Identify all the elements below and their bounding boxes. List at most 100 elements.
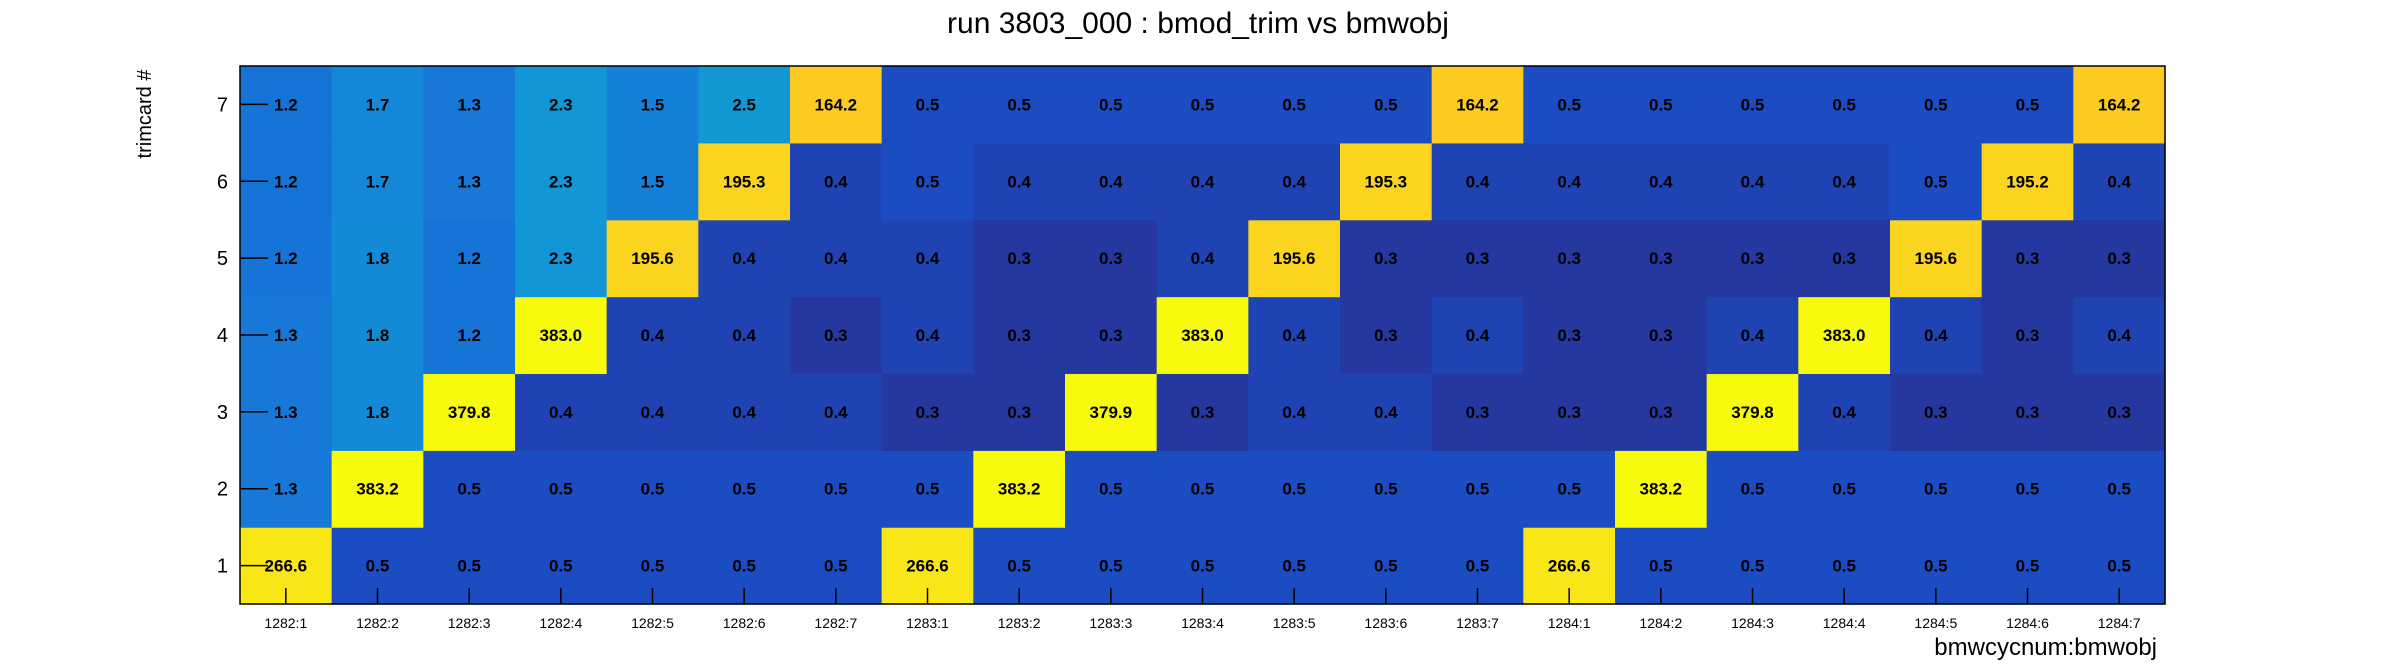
heatmap-cell-labels: 266.6 0.5 0.5 0.5 0.5 0.5 0.5 266.6 0.5 0.5 0.5 0.5…	[265, 95, 2141, 575]
cell-value-label: 0.4	[1282, 326, 1306, 345]
cell-value-label: 1.2	[274, 172, 298, 191]
cell-value-label: 0.5	[2016, 480, 2040, 499]
heatmap-cell	[1523, 142, 1616, 221]
cell-value-label: 1.2	[274, 249, 298, 268]
cell-value-label: 0.4	[824, 403, 848, 422]
heatmap-cell	[1615, 450, 1708, 528]
cell-value-label: 0.3	[2107, 403, 2131, 422]
heatmap-cell	[606, 296, 699, 375]
x-tick-label: 1284:5	[1914, 615, 1957, 631]
x-axis-ticks: 1282:1 1282:2 1282:3 1282:4 1282:5 1282:6 1282…	[264, 588, 2141, 631]
heatmap-cell	[1890, 450, 1983, 528]
heatmap-cell	[2073, 296, 2166, 375]
heatmap-cell	[1523, 296, 1616, 375]
cell-value-label: 0.5	[2107, 480, 2131, 499]
heatmap-cell	[1523, 66, 1616, 144]
heatmap-cell	[1065, 219, 1158, 298]
y-tick-label: 1	[217, 556, 228, 578]
heatmap-cell	[790, 142, 883, 221]
cell-value-label: 1.7	[366, 95, 390, 114]
cell-value-label: 0.4	[1832, 403, 1856, 422]
cell-value-label: 0.3	[1924, 403, 1948, 422]
cell-value-label: 0.5	[549, 480, 573, 499]
cell-value-label: 0.5	[1649, 557, 1673, 576]
cell-value-label: 0.5	[732, 557, 756, 576]
x-tick-label: 1284:6	[2006, 615, 2049, 631]
cell-value-label: 0.5	[457, 480, 481, 499]
heatmap-cell	[331, 142, 424, 221]
heatmap-cell	[1706, 142, 1799, 221]
heatmap-cell	[698, 142, 791, 221]
cell-value-label: 0.3	[1007, 326, 1031, 345]
cell-value-label: 1.7	[366, 172, 390, 191]
heatmap-cell	[1981, 142, 2074, 221]
heatmap-cell	[1523, 219, 1616, 298]
cell-value-label: 0.5	[1099, 95, 1123, 114]
heatmap-cell	[515, 66, 608, 144]
cell-value-label: 383.0	[1823, 326, 1866, 345]
heatmap-cell	[1706, 450, 1799, 528]
cell-value-label: 0.4	[1099, 172, 1123, 191]
heatmap-cell	[331, 66, 424, 144]
cell-value-label: 0.5	[1924, 557, 1948, 576]
cell-value-label: 0.5	[1741, 95, 1765, 114]
cell-value-label: 0.5	[1832, 480, 1856, 499]
cell-value-label: 2.3	[549, 172, 573, 191]
x-tick-label: 1283:1	[906, 615, 949, 631]
cell-value-label: 0.5	[1191, 480, 1215, 499]
heatmap-cell	[331, 219, 424, 298]
heatmap-cell	[1706, 296, 1799, 375]
cell-value-label: 0.5	[1282, 95, 1306, 114]
cell-value-label: 383.2	[356, 480, 399, 499]
cell-value-label: 0.4	[732, 326, 756, 345]
heatmap-cell	[881, 373, 974, 451]
cell-value-label: 2.3	[549, 249, 573, 268]
heatmap-cell	[1798, 142, 1891, 221]
cell-value-label: 0.4	[1557, 172, 1581, 191]
heatmap-cell	[973, 373, 1066, 451]
x-tick-label: 1284:7	[2098, 615, 2141, 631]
cell-value-label: 0.3	[1007, 249, 1031, 268]
cell-value-label: 0.5	[1741, 480, 1765, 499]
heatmap-cell	[1890, 296, 1983, 375]
heatmap-cell	[1431, 296, 1524, 375]
y-axis-label: trimcard #	[134, 69, 156, 159]
cell-value-label: 0.4	[1282, 403, 1306, 422]
heatmap-cell	[515, 373, 608, 451]
cell-value-label: 0.4	[2107, 326, 2131, 345]
heatmap-cell	[1615, 219, 1708, 298]
cell-value-label: 1.2	[457, 249, 481, 268]
cell-value-label: 0.5	[2107, 557, 2131, 576]
cell-value-label: 0.3	[1374, 249, 1398, 268]
cell-value-label: 0.4	[641, 403, 665, 422]
cell-value-label: 0.5	[1374, 95, 1398, 114]
heatmap-cell	[1340, 450, 1433, 528]
heatmap-cell	[1523, 450, 1616, 528]
heatmap-cell	[1615, 373, 1708, 451]
cell-value-label: 1.8	[366, 326, 390, 345]
cell-value-label: 383.0	[1181, 326, 1224, 345]
heatmap-cell	[515, 219, 608, 298]
cell-value-label: 1.5	[641, 95, 665, 114]
x-tick-label: 1283:2	[998, 615, 1041, 631]
heatmap-cell	[2073, 142, 2166, 221]
x-tick-label: 1283:4	[1181, 615, 1224, 631]
heatmap-cell	[698, 219, 791, 298]
heatmap-cell	[1615, 142, 1708, 221]
cell-value-label: 0.4	[1191, 172, 1215, 191]
heatmap-cell	[1981, 373, 2074, 451]
cell-value-label: 0.5	[1924, 95, 1948, 114]
cell-value-label: 379.8	[448, 403, 491, 422]
cell-value-label: 0.4	[824, 249, 848, 268]
heatmap-cell	[1615, 296, 1708, 375]
x-tick-label: 1284:4	[1823, 615, 1866, 631]
cell-value-label: 0.4	[732, 249, 756, 268]
cell-value-label: 0.3	[2016, 326, 2040, 345]
heatmap-cell	[1340, 296, 1433, 375]
heatmap-cell	[1798, 373, 1891, 451]
cell-value-label: 383.0	[540, 326, 583, 345]
heatmap-cell	[1248, 373, 1341, 451]
heatmap-cell	[1156, 66, 1249, 144]
cell-value-label: 1.8	[366, 403, 390, 422]
cell-value-label: 0.5	[1466, 480, 1490, 499]
